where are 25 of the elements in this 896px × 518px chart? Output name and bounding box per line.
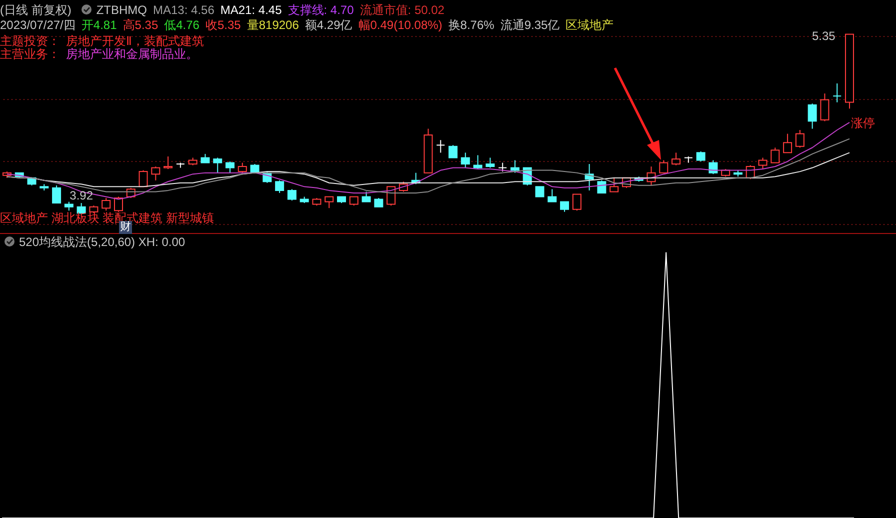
annotation: 收5.35 <box>205 18 241 32</box>
annotation: 高5.35 <box>122 18 158 32</box>
annotation: 量819206 <box>246 18 299 32</box>
annotation: 开4.81 <box>81 18 117 32</box>
annotation: 流通9.35亿 <box>500 18 560 32</box>
annotation: 3.92 <box>70 188 94 202</box>
text: 流通市值: 50.02 <box>360 3 444 17</box>
text: 支撑线: 4.70 <box>288 3 354 17</box>
annotation: 2023/07/27/四 <box>0 18 76 32</box>
annotation: 额4.29亿 <box>304 18 352 32</box>
chart-title: (日线 前复权) <box>0 3 72 17</box>
text: ZTBHMQ <box>96 3 147 17</box>
annotation: 幅0.49(10.08%) <box>358 18 442 32</box>
annotation: 房地产开发Ⅱ，装配式建筑 <box>66 34 204 48</box>
annotation: 涨停 <box>851 116 875 130</box>
annotation: 换8.76% <box>448 18 494 32</box>
annotation: 低4.76 <box>164 18 200 32</box>
annotation: 房地产业和金属制品业。 <box>66 47 198 61</box>
annotation: 5.35 <box>812 29 836 43</box>
chart-title: 520均线战法(5,20,60) XH: 0.00 <box>19 235 186 249</box>
annotation: 主题投资： <box>0 34 60 48</box>
annotation: 主营业务： <box>0 47 60 61</box>
text: MA21: 4.45 <box>220 3 282 17</box>
text: MA13: 4.56 <box>153 3 214 17</box>
annotation: 区域地产 <box>566 18 614 32</box>
